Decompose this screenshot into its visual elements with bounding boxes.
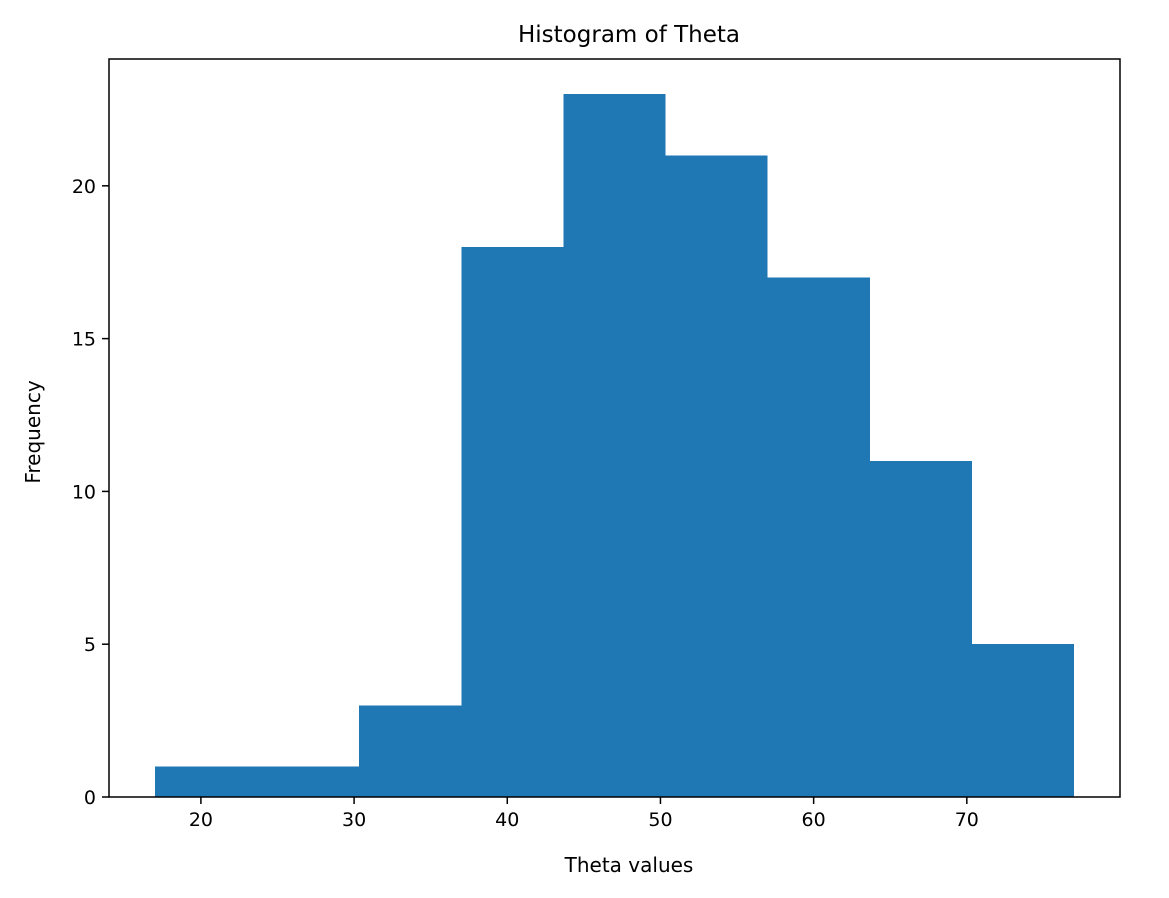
- histogram-bar: [767, 277, 870, 797]
- y-tick-label: 5: [84, 634, 96, 656]
- x-axis-label: Theta values: [564, 853, 694, 877]
- x-tick-label: 50: [648, 809, 672, 831]
- y-tick-label: 0: [84, 787, 96, 809]
- chart-title: Histogram of Theta: [518, 22, 740, 48]
- bars-group: [154, 94, 1075, 798]
- y-axis-ticks: 0 5 10 15 20: [72, 176, 109, 809]
- histogram-bar: [461, 246, 564, 798]
- plot-area-frame: [108, 58, 1121, 798]
- histogram-bar: [154, 766, 258, 797]
- histogram-bar: [257, 766, 360, 797]
- y-tick-label: 15: [72, 329, 96, 351]
- histogram-bar: [971, 644, 1075, 797]
- y-axis-label: Frequency: [21, 380, 45, 483]
- x-axis-ticks: 20 30 40 50 60 70: [189, 797, 979, 831]
- histogram-bar: [359, 705, 462, 797]
- x-tick-label: 30: [342, 809, 366, 831]
- histogram-bar: [563, 94, 666, 797]
- x-tick-label: 60: [802, 809, 826, 831]
- x-tick-label: 20: [189, 809, 213, 831]
- x-tick-label: 40: [495, 809, 519, 831]
- histogram-bar: [869, 460, 972, 797]
- histogram-bar: [665, 155, 768, 797]
- x-tick-label: 70: [955, 809, 979, 831]
- y-tick-label: 10: [72, 481, 96, 503]
- y-tick-label: 20: [72, 176, 96, 198]
